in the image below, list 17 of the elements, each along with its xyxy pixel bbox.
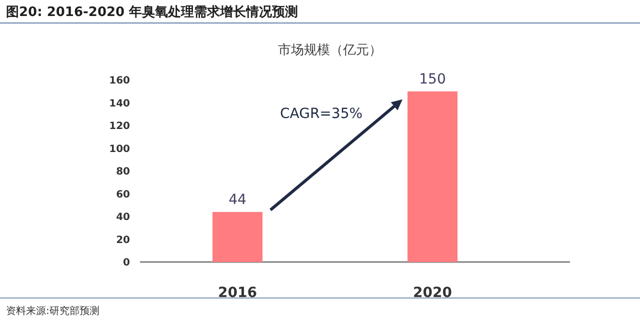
text: 资料来源:研究部预测	[6, 305, 100, 317]
y-axis-title: 市场规模（亿元）	[278, 43, 382, 58]
y-tick-label: 0	[123, 258, 130, 268]
annotation: CAGR=35%	[280, 106, 363, 122]
x-tick-label: 2016	[218, 285, 257, 301]
y-tick-label: 100	[109, 144, 130, 155]
y-tick-label: 160	[109, 76, 130, 86]
y-tick-label: 60	[116, 189, 130, 200]
y-tick-label: 80	[116, 166, 130, 178]
x-tick-label: 2020	[413, 285, 452, 301]
y-tick-label: 40	[116, 212, 130, 223]
y-tick-label: 140	[109, 98, 130, 110]
data-label: 44	[228, 192, 246, 208]
y-tick-label: 20	[116, 234, 130, 246]
chart-title: 图20: 2016-2020 年臭氧处理需求增长情况预测	[6, 4, 298, 20]
data-label: 150	[419, 71, 446, 88]
y-tick-label: 120	[109, 121, 130, 132]
